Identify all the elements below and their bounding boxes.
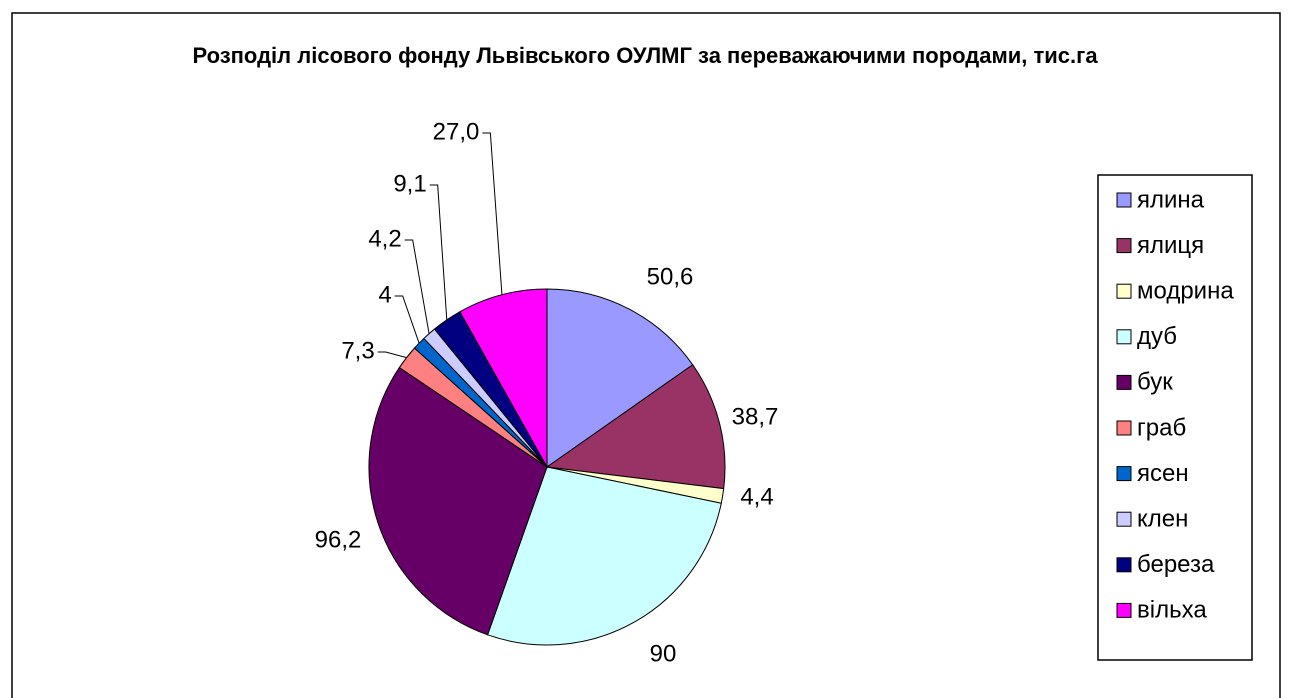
pie-slice: [486, 466, 722, 646]
legend-label: ясен: [1137, 460, 1189, 487]
pie-slice: [546, 288, 694, 468]
legend-swatch: [1116, 557, 1132, 573]
legend-label: модрина: [1137, 278, 1234, 305]
legend-label: клен: [1137, 506, 1188, 533]
data-label: 4,4: [740, 483, 773, 510]
data-label: 4: [378, 281, 391, 308]
leader-line: [394, 295, 420, 344]
data-label: 38,7: [732, 403, 779, 430]
legend-swatch: [1116, 238, 1132, 254]
legend-swatch: [1116, 192, 1132, 208]
legend-swatch: [1116, 602, 1132, 618]
data-label: 96,2: [315, 526, 362, 553]
data-label: 27,0: [433, 118, 480, 145]
leader-line: [404, 239, 430, 334]
legend-swatch: [1116, 374, 1132, 390]
data-label: 90: [650, 640, 677, 667]
legend-swatch: [1116, 283, 1132, 299]
legend-label: дуб: [1137, 323, 1177, 350]
leader-line: [482, 132, 503, 295]
legend-box: [1097, 174, 1253, 661]
pie-slice: [545, 364, 726, 490]
legend-label: ялина: [1137, 186, 1205, 213]
legend-label: береза: [1137, 551, 1215, 578]
legend-label: вільха: [1137, 597, 1207, 624]
leader-line: [429, 184, 448, 320]
leader-line: [377, 351, 407, 359]
data-label: 4,2: [368, 225, 401, 252]
data-label: 7,3: [341, 337, 374, 364]
legend-label: бук: [1137, 369, 1173, 396]
data-label: 50,6: [647, 263, 694, 290]
pie-slice: [368, 366, 548, 636]
legend-swatch: [1116, 420, 1132, 436]
legend-swatch: [1116, 466, 1132, 482]
legend-label: граб: [1137, 414, 1186, 441]
chart-title: Розподіл лісового фонду Львівського ОУЛМ…: [192, 43, 1098, 68]
data-label: 9,1: [393, 170, 426, 197]
legend-swatch: [1116, 511, 1132, 527]
legend-swatch: [1116, 329, 1132, 345]
pie-slice: [459, 288, 548, 469]
legend-label: ялиця: [1137, 232, 1204, 259]
